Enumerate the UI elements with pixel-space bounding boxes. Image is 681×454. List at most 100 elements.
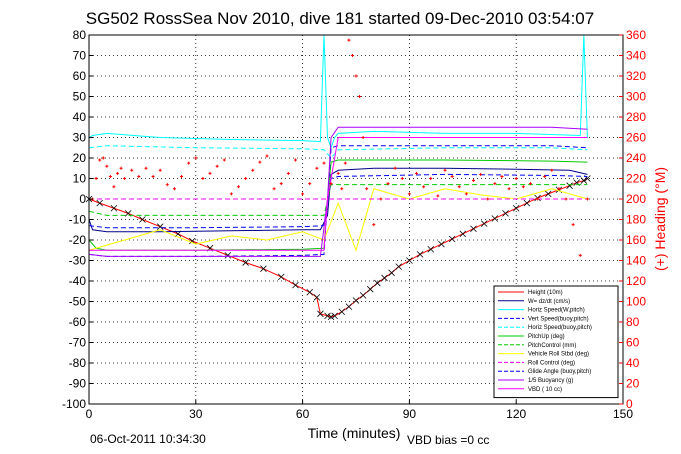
heading-point (358, 95, 362, 98)
y2-tick-label: 20 (626, 377, 640, 391)
height-marker (345, 303, 353, 310)
heading-point (244, 177, 248, 180)
legend-entry: Glide Angle (buoy,pitch) (528, 369, 591, 375)
y2-tick-label: 160 (626, 233, 646, 247)
footer-timestamp: 06-Oct-2011 10:34:30 (90, 432, 206, 446)
heading-point (340, 187, 344, 191)
y-tick-label: -60 (69, 315, 87, 329)
y-tick-label: 70 (73, 49, 87, 63)
x-tick-label: 90 (403, 407, 417, 421)
height-marker (277, 273, 285, 281)
heading-point (165, 183, 169, 187)
height-marker (242, 259, 249, 266)
heading-point (571, 223, 575, 227)
heading-point (479, 172, 483, 176)
legend-entry: VBD ( 10 cc) (528, 387, 562, 393)
heading-point (194, 156, 198, 160)
legend-entry: PitchControl (mm) (528, 343, 576, 349)
height-marker (352, 297, 360, 304)
heading-point (343, 161, 347, 165)
y2-tick-label: 40 (626, 356, 640, 370)
heading-point (400, 177, 404, 180)
x-axis-label: Time (minutes) (308, 425, 401, 441)
heading-point (514, 177, 518, 180)
y2-tick-label: 320 (626, 69, 646, 83)
heading-point (450, 174, 454, 178)
series-line-vbd-10-cc (89, 137, 588, 251)
heading-point (493, 182, 497, 186)
series-layer (85, 34, 591, 321)
heading-point (151, 174, 155, 178)
chart-title: SG502 RossSea Nov 2010, dive 181 started… (86, 9, 594, 28)
heading-point (464, 192, 468, 196)
heading-point (415, 171, 419, 175)
heading-point (272, 187, 276, 191)
height-marker (427, 245, 435, 253)
heading-point (422, 185, 426, 189)
heading-point (144, 166, 148, 170)
heading-point (187, 161, 191, 165)
heading-point (105, 164, 109, 168)
y-tick-label: 30 (73, 131, 87, 145)
height-marker (338, 308, 346, 316)
y2-tick-label: 220 (626, 172, 646, 186)
height-marker (110, 204, 118, 212)
y-tick-label: -80 (69, 356, 87, 370)
footer-vbd-bias: VBD bias =0 cc (407, 433, 489, 447)
legend-entry: Vehicle Roll Stbd (deg) (528, 352, 589, 358)
heading-point (393, 166, 397, 170)
y-tick-label: -10 (69, 213, 87, 227)
height-marker (331, 312, 338, 320)
y-tick-label: -100 (62, 397, 86, 411)
heading-point (258, 160, 262, 164)
heading-point (543, 174, 547, 178)
y2-tick-label: 0 (626, 397, 633, 411)
heading-point (361, 136, 365, 139)
heading-point (108, 174, 112, 178)
height-marker (96, 199, 103, 207)
heading-point (486, 197, 490, 201)
heading-point (386, 182, 390, 186)
y-tick-label: -50 (69, 295, 87, 309)
height-marker (139, 216, 146, 223)
heading-point (528, 182, 532, 186)
heading-point (215, 164, 219, 168)
height-marker (491, 215, 499, 222)
x-tick-label: 0 (86, 407, 93, 421)
heading-point (123, 177, 127, 180)
heading-point (137, 174, 141, 178)
heading-point (507, 187, 511, 191)
y-tick-label: 60 (73, 69, 87, 83)
heading-point (578, 253, 582, 257)
height-marker (388, 269, 395, 277)
x-tick-label: 120 (506, 407, 526, 421)
height-marker (566, 182, 573, 189)
heading-point (564, 197, 568, 201)
heading-point (407, 192, 411, 196)
y-axis-left: -100-90-80-70-60-50-40-30-20-10010203040… (62, 28, 93, 411)
legend-entry: PitchUp (deg) (528, 334, 565, 340)
heading-point (347, 38, 351, 42)
heading-point (354, 74, 358, 78)
heading-point (471, 179, 475, 183)
height-marker (366, 285, 374, 293)
y-tick-label: 0 (79, 192, 86, 206)
heading-point (115, 171, 119, 175)
heading-point (443, 168, 447, 172)
y2-axis-label: (+) Heading (°M) (652, 167, 668, 271)
heading-point (251, 168, 255, 172)
height-marker (416, 251, 424, 258)
y2-tick-label: 280 (626, 110, 646, 124)
heading-point (315, 166, 319, 170)
legend-entry: 1/5 Buoyancy (g) (528, 378, 573, 384)
heading-point (329, 182, 333, 186)
y-axis-right: 0 20 40 60 80 100 120 140 160 180 200 220 240 260 280 3… (619, 28, 646, 411)
y2-tick-label: 80 (626, 315, 640, 329)
heading-point (279, 182, 283, 186)
y2-tick-label: 140 (626, 254, 646, 268)
y2-tick-label: 200 (626, 192, 646, 206)
y2-tick-label: 340 (626, 49, 646, 63)
height-marker (395, 263, 403, 270)
y-tick-label: 20 (73, 151, 87, 165)
